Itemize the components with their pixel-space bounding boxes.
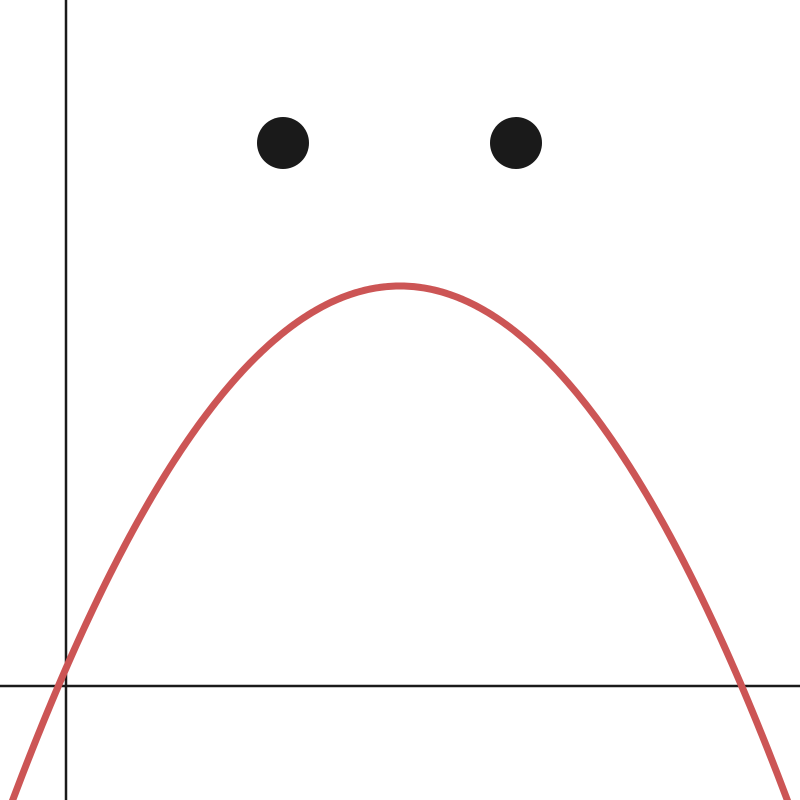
data-point (490, 117, 542, 169)
curve-layer (8, 282, 792, 800)
parabola-curve (8, 282, 792, 800)
points-layer (257, 117, 542, 169)
data-point (257, 117, 309, 169)
